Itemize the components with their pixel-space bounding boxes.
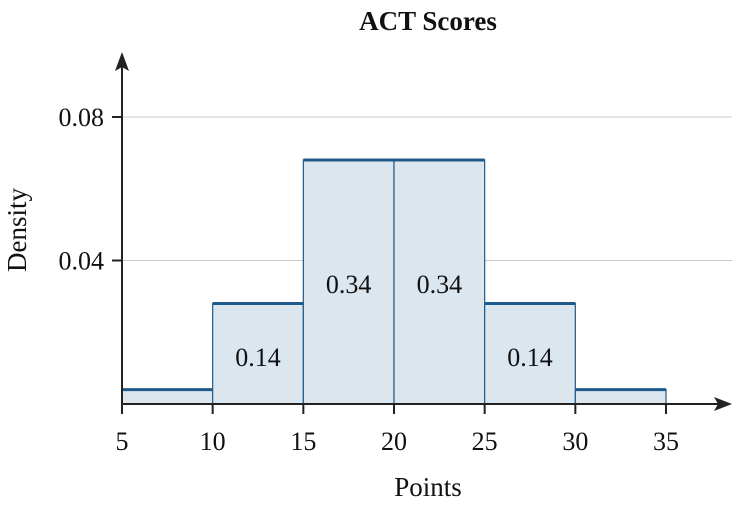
x-tick-label-6: 35 [653, 427, 679, 456]
y-tick-label-0: 0.04 [59, 247, 105, 276]
x-tick-label-1: 10 [200, 427, 226, 456]
x-axis-arrowhead [714, 397, 732, 411]
bar-label-3: 0.34 [417, 270, 463, 299]
bar-label-1: 0.14 [235, 343, 281, 372]
x-axis-label: Points [394, 472, 462, 502]
x-tick-label-4: 25 [472, 427, 498, 456]
y-axis-label: Density [2, 188, 32, 272]
bar-label-2: 0.34 [326, 270, 372, 299]
x-tick-label-0: 5 [116, 427, 129, 456]
bar-label-4: 0.14 [507, 343, 553, 372]
tick-labels: 5 10 15 20 25 30 35 0.04 0.08 [59, 103, 680, 456]
bars: 0.14 0.34 0.34 0.14 [121, 158, 667, 405]
axes [115, 52, 732, 411]
y-tick-label-1: 0.08 [59, 103, 105, 132]
chart-title: ACT Scores [359, 6, 497, 36]
bar-1 [212, 302, 304, 405]
x-tick-label-2: 15 [290, 427, 316, 456]
bar-0 [121, 389, 214, 405]
y-axis-arrowhead [115, 52, 129, 71]
x-tick-label-5: 30 [562, 427, 588, 456]
bar-5 [574, 389, 667, 405]
x-tick-label-3: 20 [381, 427, 407, 456]
